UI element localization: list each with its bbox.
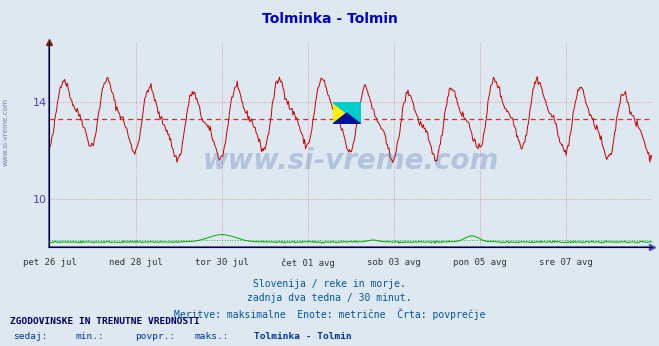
Text: Tolminka - Tolmin: Tolminka - Tolmin [254,332,351,341]
Text: Slovenija / reke in morje.: Slovenija / reke in morje. [253,279,406,289]
Text: www.si-vreme.com: www.si-vreme.com [2,98,9,165]
Text: pet 26 jul: pet 26 jul [22,258,76,267]
Text: maks.:: maks.: [194,332,229,341]
Text: povpr.:: povpr.: [135,332,175,341]
Text: tor 30 jul: tor 30 jul [195,258,248,267]
Text: sob 03 avg: sob 03 avg [367,258,421,267]
Text: zadnja dva tedna / 30 minut.: zadnja dva tedna / 30 minut. [247,293,412,303]
Text: sedaj:: sedaj: [13,332,47,341]
Text: pon 05 avg: pon 05 avg [453,258,507,267]
Text: čet 01 avg: čet 01 avg [281,258,335,267]
Polygon shape [333,102,360,124]
Text: Meritve: maksimalne  Enote: metrične  Črta: povprečje: Meritve: maksimalne Enote: metrične Črta… [174,308,485,320]
Text: sre 07 avg: sre 07 avg [540,258,593,267]
Text: min.:: min.: [76,332,105,341]
Text: ZGODOVINSKE IN TRENUTNE VREDNOSTI: ZGODOVINSKE IN TRENUTNE VREDNOSTI [10,317,200,326]
Polygon shape [333,102,360,124]
Text: Tolminka - Tolmin: Tolminka - Tolmin [262,12,397,26]
Polygon shape [333,113,360,124]
Text: ned 28 jul: ned 28 jul [109,258,162,267]
Text: www.si-vreme.com: www.si-vreme.com [203,147,499,175]
